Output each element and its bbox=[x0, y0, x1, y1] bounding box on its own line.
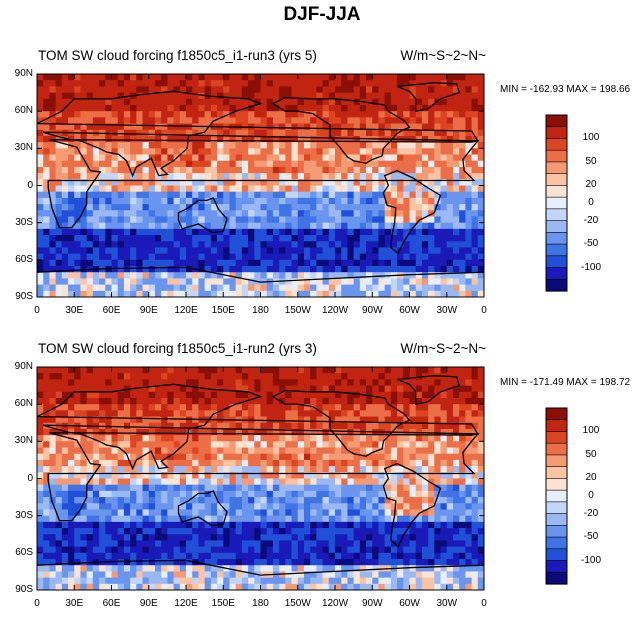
lat-tick-label: 60N bbox=[3, 105, 33, 116]
colorbar-label: -20 bbox=[571, 215, 611, 226]
colorbar-swatch bbox=[546, 185, 567, 197]
lat-tick-label: 90N bbox=[3, 68, 33, 79]
lon-tick-label: 90E bbox=[129, 305, 169, 316]
colorbar-swatch bbox=[546, 268, 567, 280]
colorbar-label: 100 bbox=[571, 132, 611, 143]
lon-tick-label: 60W bbox=[390, 305, 430, 316]
colorbar-label: 0 bbox=[571, 197, 611, 208]
colorbar-swatch bbox=[546, 174, 567, 186]
lat-tick-label: 60S bbox=[3, 254, 33, 265]
lat-tick-label: 30N bbox=[3, 142, 33, 153]
lat-tick-label: 0 bbox=[3, 180, 33, 191]
figure-title: DJF-JJA bbox=[0, 4, 644, 26]
colorbar-swatch bbox=[546, 127, 567, 139]
colorbar-swatch bbox=[546, 162, 567, 174]
lon-tick-label: 150E bbox=[203, 305, 243, 316]
colorbar-swatch bbox=[546, 279, 567, 291]
colorbar-label: 20 bbox=[571, 179, 611, 190]
colorbar-swatch bbox=[546, 221, 567, 233]
lat-tick-label: 30S bbox=[3, 217, 33, 228]
panel-run3: TOM SW cloud forcing f1850c5_i1-run3 (yr… bbox=[0, 48, 644, 348]
colorbar-swatch bbox=[546, 150, 567, 162]
colorbar-swatch bbox=[546, 115, 567, 127]
lon-tick-label: 30W bbox=[427, 305, 467, 316]
lon-tick-label: 60E bbox=[92, 305, 132, 316]
panel-run2: TOM SW cloud forcing f1850c5_i1-run2 (yr… bbox=[0, 341, 644, 641]
lat-tick-label: 90S bbox=[3, 291, 33, 302]
colorbar-swatch bbox=[546, 138, 567, 150]
colorbar-swatch bbox=[546, 197, 567, 209]
lon-tick-label: 120W bbox=[315, 305, 355, 316]
colorbar-label: -50 bbox=[571, 238, 611, 249]
colorbar bbox=[0, 48, 644, 348]
lon-tick-label: 150W bbox=[278, 305, 318, 316]
lon-tick-label: 30E bbox=[54, 305, 94, 316]
lon-tick-label: 120E bbox=[166, 305, 206, 316]
colorbar-swatch bbox=[546, 244, 567, 256]
lon-tick-label: 90W bbox=[352, 305, 392, 316]
colorbar-label: -100 bbox=[571, 262, 611, 273]
colorbar-swatch bbox=[546, 256, 567, 268]
colorbar-swatch bbox=[546, 232, 567, 244]
lon-tick-label: 180 bbox=[241, 305, 281, 316]
lon-tick-label: 0 bbox=[17, 305, 57, 316]
lon-tick-label: 0 bbox=[464, 305, 504, 316]
colorbar-label: 50 bbox=[571, 156, 611, 167]
colorbar-swatch bbox=[546, 209, 567, 221]
